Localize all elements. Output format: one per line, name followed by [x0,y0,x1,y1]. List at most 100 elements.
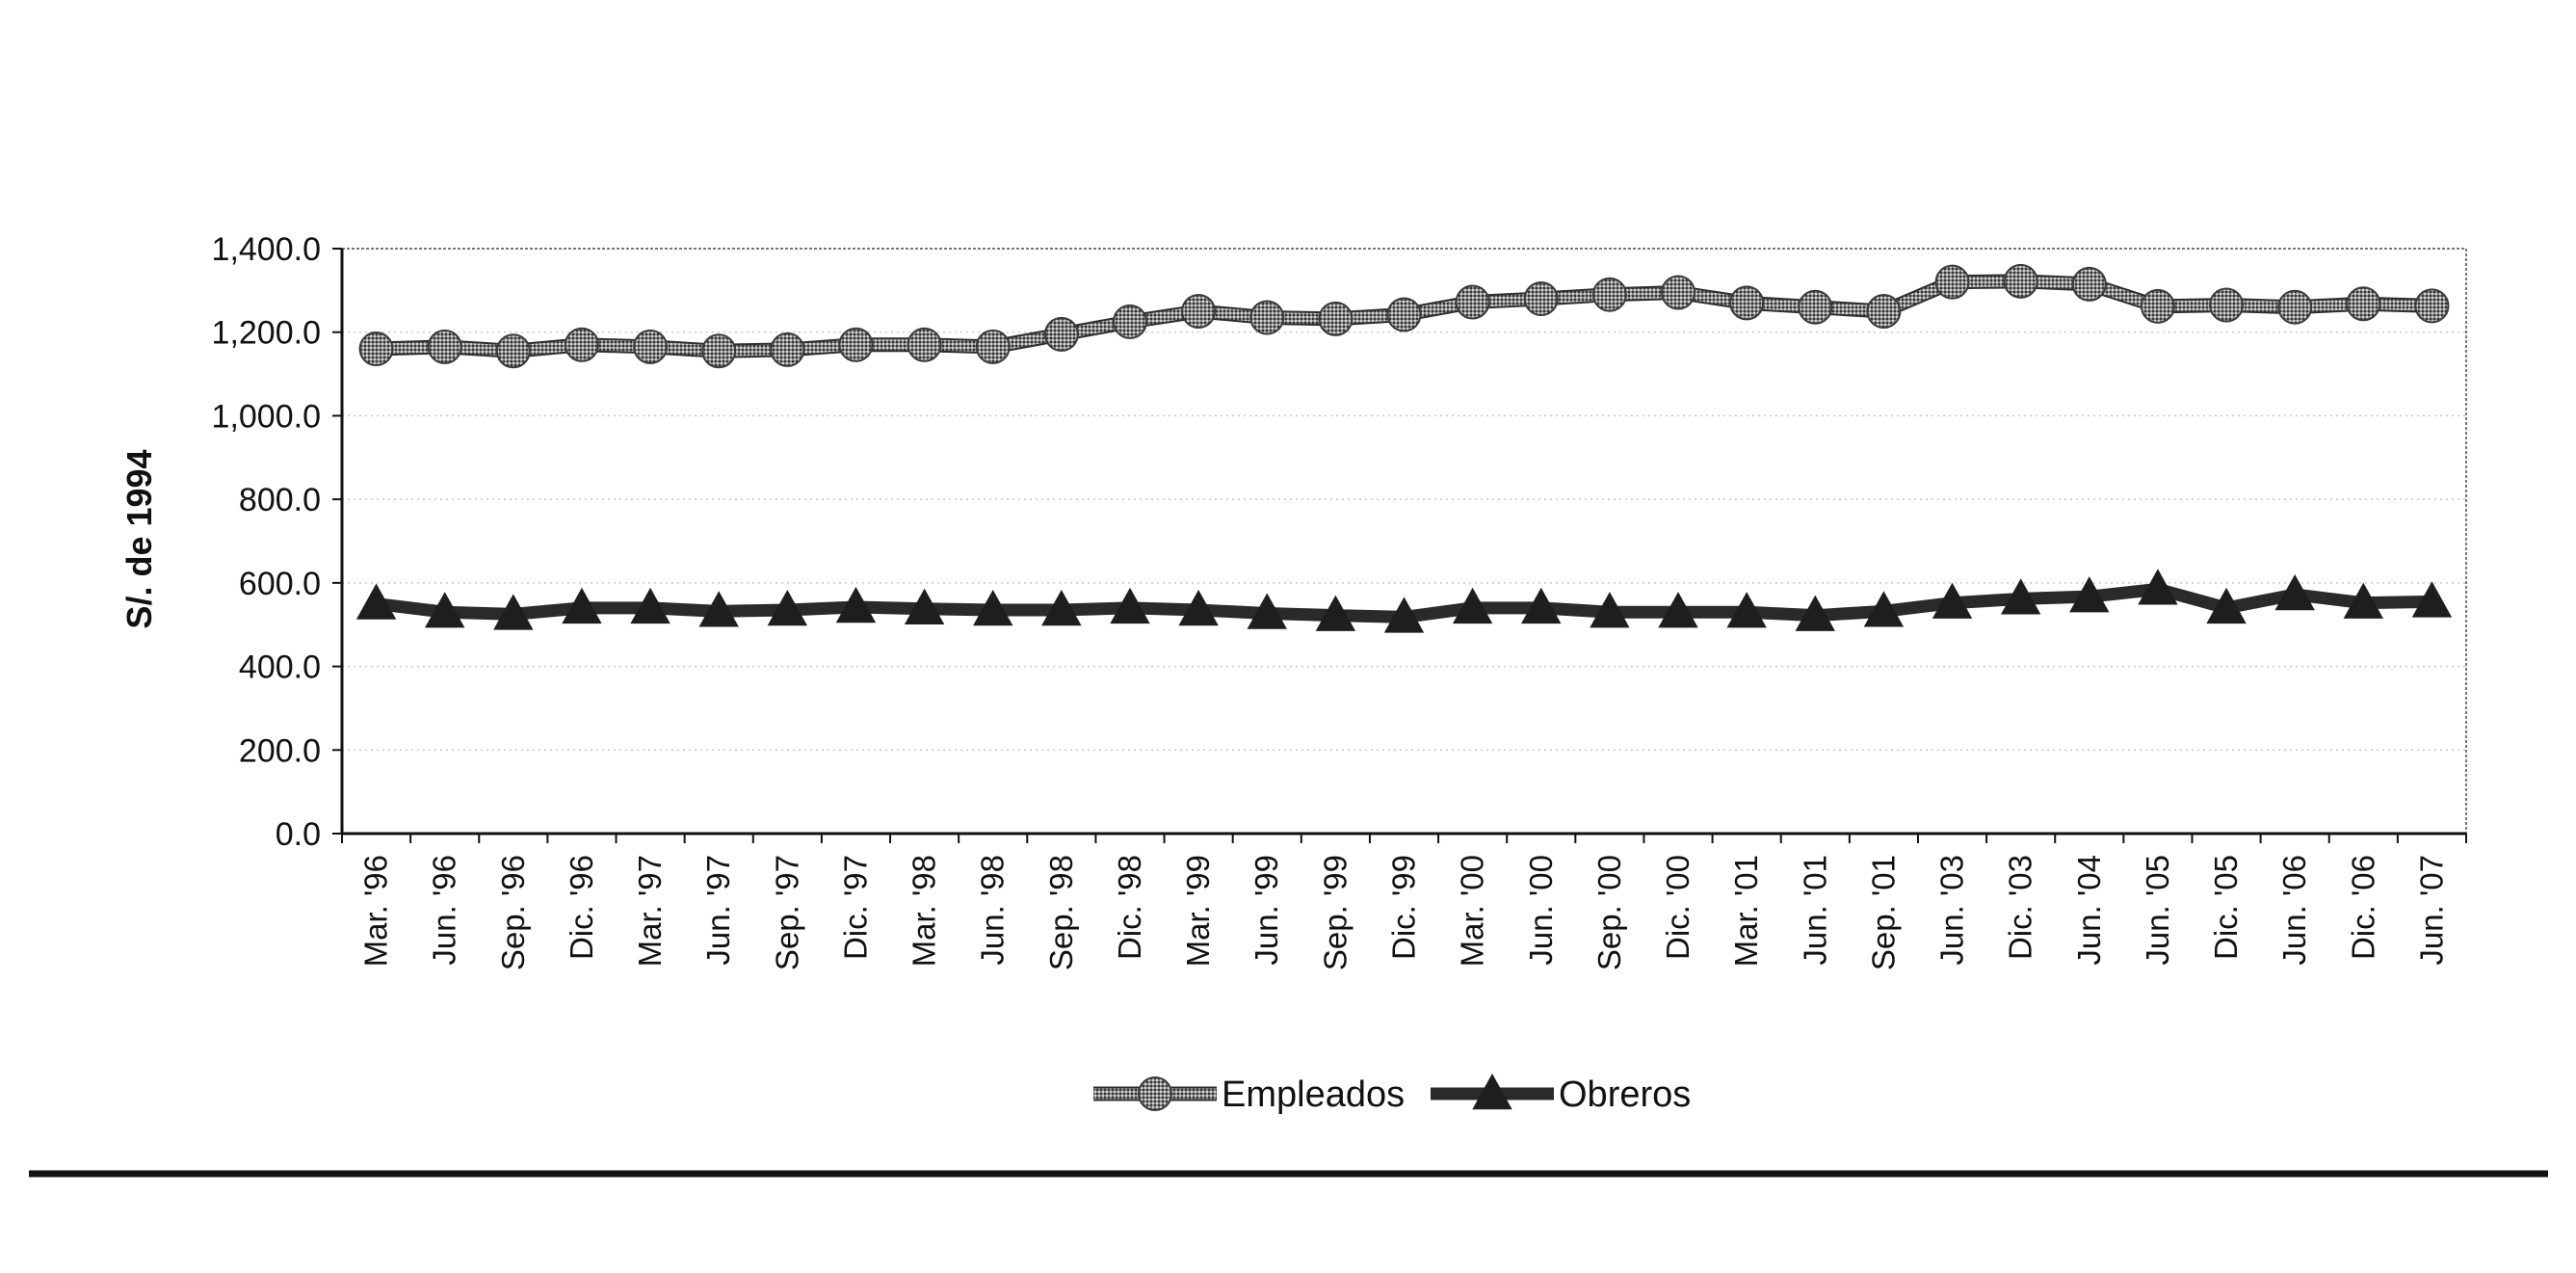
x-tick-label: Sep. '96 [495,855,531,970]
data-point-empleados [1798,289,1833,325]
x-tick-label: Jun. '98 [975,855,1011,966]
x-tick-label: Jun. '00 [1523,855,1559,966]
y-axis-title: S/. de 1994 [119,449,159,628]
data-point-obreros [835,586,877,623]
legend-label-empleados: Empleados [1222,1074,1405,1115]
data-point-empleados [1729,285,1765,321]
data-point-obreros [1795,595,1835,631]
data-point-obreros [1315,595,1356,631]
y-tick-label: 600.0 [239,566,321,602]
legend-label-obreros: Obreros [1559,1074,1691,1115]
data-point-obreros [2069,576,2110,613]
x-tick-label: Mar. '99 [1180,855,1216,967]
x-tick-label: Mar. '96 [358,855,394,967]
x-tick-label: Sep. '01 [1865,855,1901,970]
x-tick-label: Sep. '97 [769,855,804,970]
data-point-obreros [904,588,945,624]
x-tick-label: Jun. '04 [2071,855,2107,966]
data-point-empleados [2209,287,2245,323]
x-tick-label: Jun. '07 [2413,855,2449,966]
legend-marker-obreros [1472,1073,1512,1110]
data-point-obreros [2000,578,2041,615]
x-tick-label: Jun. '99 [1249,855,1284,966]
data-point-empleados [2071,266,2107,302]
data-point-empleados [1112,304,1147,339]
data-point-empleados [1934,264,1970,300]
x-tick-label: Dic. '03 [2003,855,2038,960]
data-point-obreros [1247,593,1287,629]
x-tick-label: Jun. '06 [2276,855,2312,966]
data-point-obreros [1863,591,1905,627]
data-point-obreros [1521,587,1562,624]
data-point-empleados [1591,277,1627,312]
data-point-obreros [355,583,397,620]
x-tick-label: Mar. '01 [1728,855,1764,967]
data-point-obreros [562,587,602,624]
data-point-empleados [1386,297,1422,332]
x-tick-label: Jun. '96 [427,855,462,966]
x-tick-label: Sep. '99 [1317,855,1353,970]
x-tick-label: Sep. '98 [1043,855,1079,970]
data-point-obreros [630,587,670,624]
x-tick-label: Mar. '00 [1455,855,1490,967]
data-point-obreros [767,589,808,626]
y-tick-label: 400.0 [239,650,321,686]
data-point-obreros [2411,581,2453,618]
data-point-empleados [770,332,805,367]
x-tick-label: Jun. '97 [700,855,736,966]
data-point-empleados [838,327,874,362]
y-tick-label: 1,400.0 [212,231,321,268]
data-point-empleados [907,327,942,362]
data-point-obreros [1452,587,1493,624]
data-point-obreros [2274,573,2315,611]
y-tick-label: 1,200.0 [212,315,321,352]
x-tick-label: Dic. '06 [2345,855,2380,960]
legend-marker-empleados [1138,1076,1172,1111]
data-point-empleados [1043,316,1079,352]
data-point-empleados [1181,294,1217,330]
data-point-obreros [1932,582,1973,619]
data-point-obreros [1178,589,1219,626]
x-tick-label: Dic. '98 [1112,855,1147,960]
x-tick-label: Dic. '05 [2208,855,2244,960]
data-point-empleados [1318,301,1354,336]
y-tick-label: 200.0 [239,732,321,769]
data-point-empleados [2140,288,2175,324]
data-point-obreros [1041,589,1082,626]
data-point-empleados [1249,300,1285,335]
data-point-empleados [1661,275,1696,310]
data-point-obreros [2138,569,2178,605]
x-tick-label: Sep. '00 [1591,855,1627,970]
data-point-obreros [698,591,739,627]
data-point-empleados [1866,294,1902,330]
y-tick-label: 800.0 [239,482,321,518]
data-point-empleados [1455,284,1490,320]
x-tick-label: Mar. '97 [632,855,668,967]
x-tick-label: Dic. '99 [1386,855,1422,960]
data-point-empleados [2277,289,2313,325]
data-point-empleados [975,329,1011,364]
x-tick-label: Jun. '05 [2140,855,2175,966]
data-point-empleados [2003,263,2038,299]
data-point-empleados [495,333,531,369]
data-point-obreros [1110,587,1150,624]
y-tick-label: 1,000.0 [212,398,321,435]
data-point-empleados [1523,281,1559,317]
data-point-obreros [1658,592,1698,628]
data-point-empleados [564,327,599,362]
data-point-obreros [973,589,1013,626]
data-point-obreros [493,594,534,630]
data-point-empleados [427,329,462,364]
data-point-obreros [1590,592,1630,628]
x-tick-label: Jun. '01 [1797,855,1832,966]
y-tick-label: 0.0 [276,816,321,853]
x-tick-label: Dic. '96 [564,855,599,960]
data-point-obreros [1726,592,1767,628]
x-tick-label: Dic. '97 [837,855,873,960]
x-tick-label: Dic. '00 [1660,855,1695,960]
data-point-empleados [701,333,737,369]
x-tick-label: Mar. '98 [907,855,942,967]
data-point-empleados [2346,286,2381,322]
